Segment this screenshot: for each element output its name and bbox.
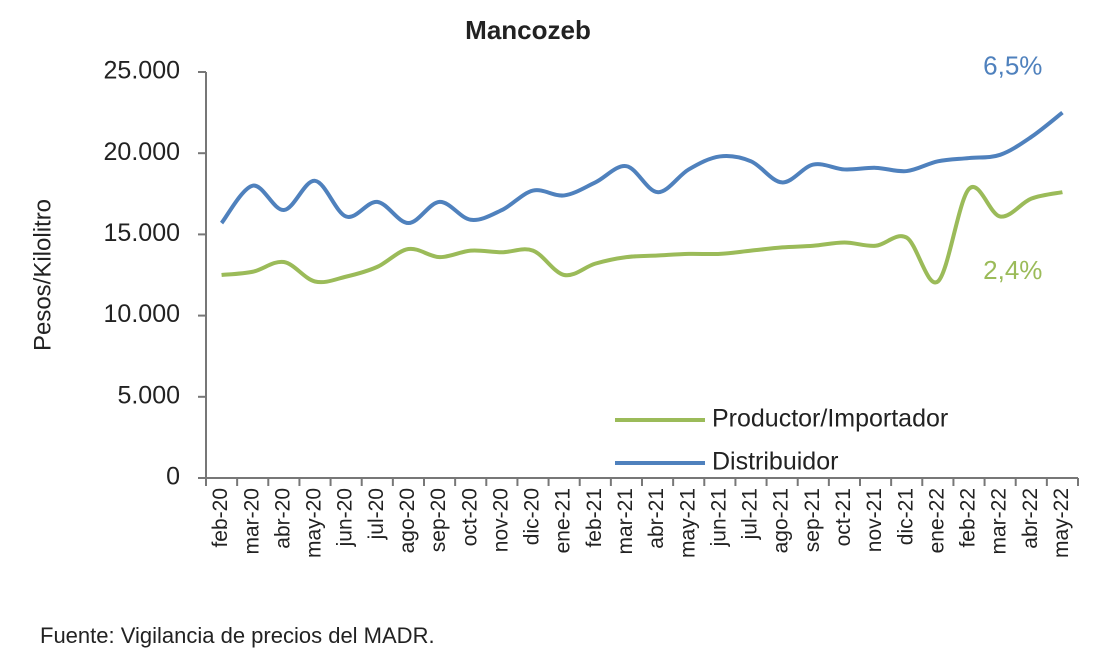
y-tick-label: 25.000 [104, 57, 180, 85]
source-note: Fuente: Vigilancia de precios del MADR. [40, 623, 435, 648]
x-tick-label: mar-22 [988, 488, 1011, 555]
x-tick-label: ago-21 [770, 488, 793, 553]
x-tick-label: jul-21 [739, 488, 762, 540]
x-tick-label: oct-21 [832, 488, 855, 546]
series-line [219, 111, 1064, 226]
x-tick-label: feb-20 [209, 488, 232, 548]
series-line [221, 184, 1063, 285]
x-tick-label: abr-20 [271, 488, 294, 549]
legend-label: Productor/Importador [712, 405, 948, 433]
x-tick-label: sep-20 [427, 488, 450, 552]
y-tick-label: 5.000 [117, 381, 180, 409]
x-tick-label: mar-20 [240, 488, 263, 555]
annotation: 6,5% [983, 50, 1042, 80]
x-tick-label: nov-21 [863, 488, 886, 552]
x-tick-label: may-20 [303, 488, 326, 558]
x-tick-label: jun-21 [707, 488, 730, 547]
x-tick-label: ene-21 [552, 488, 575, 553]
x-tick-label: dic-21 [894, 488, 917, 545]
y-tick-label: 10.000 [104, 300, 180, 328]
y-tick-label: 15.000 [104, 219, 180, 247]
x-tick-label: feb-21 [583, 488, 606, 548]
x-tick-label: oct-20 [458, 488, 481, 546]
x-tick-label: abr-22 [1019, 488, 1042, 549]
x-tick-label: ene-22 [925, 488, 948, 553]
x-tick-label: may-22 [1050, 488, 1073, 558]
x-tick-label: abr-21 [645, 488, 668, 549]
x-tick-label: mar-21 [614, 488, 637, 555]
y-axis-label: Pesos/Kilolitro [29, 199, 56, 351]
x-tick-label: jun-20 [334, 488, 357, 547]
annotation: 2,4% [983, 255, 1042, 285]
x-tick-label: ago-20 [396, 488, 419, 553]
x-tick-label: may-21 [676, 488, 699, 558]
x-tick-label: dic-20 [521, 488, 544, 545]
x-tick-label: nov-20 [489, 488, 512, 552]
chart-title: Mancozeb [465, 15, 591, 45]
legend-label: Distribuidor [712, 448, 838, 476]
x-tick-label: jul-20 [365, 488, 388, 540]
y-tick-label: 0 [166, 463, 180, 491]
y-tick-label: 20.000 [104, 138, 180, 166]
x-tick-label: feb-22 [957, 488, 980, 548]
x-tick-label: sep-21 [801, 488, 824, 552]
